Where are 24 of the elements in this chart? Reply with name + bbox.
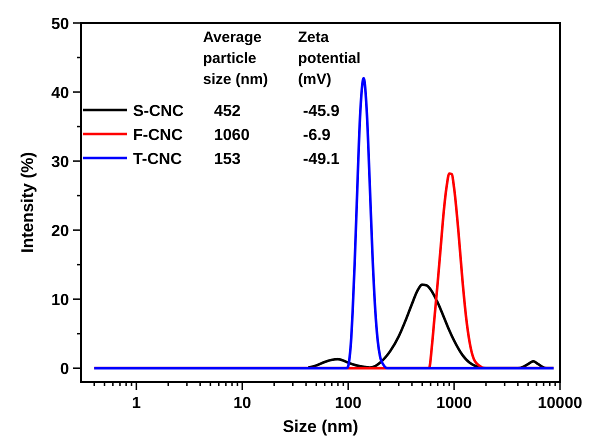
x-tick-label: 1 [132,395,141,412]
annotation: 452 [214,103,241,120]
annotation: -45.9 [303,103,340,120]
y-tick-label: 0 [60,361,70,378]
legend-label: F-CNC [133,127,184,144]
annotation: -6.9 [303,127,331,144]
annotation: -49.1 [303,151,340,168]
x-tick-label: 10 [233,395,252,412]
y-tick-label: 30 [51,154,70,172]
annotation: Zeta potential (mV) [298,29,360,88]
annotation: 1060 [214,127,250,144]
x-tick-label: 10000 [538,395,582,412]
y-tick-label: 20 [51,223,70,240]
annotation: 153 [214,151,241,168]
y-tick-label: 50 [51,16,70,33]
y-axis-title: Intensity (%) [18,152,37,254]
y-tick-label: 40 [51,85,70,102]
annotation: Average particle size (nm) [203,29,268,88]
y-tick-label: 10 [51,292,70,310]
x-axis-title: Size (nm) [282,417,358,436]
legend-label: T-CNC [133,151,182,168]
x-tick-label: 100 [334,395,362,412]
legend-label: S-CNC [133,103,184,120]
x-tick-label: 1000 [436,395,472,412]
